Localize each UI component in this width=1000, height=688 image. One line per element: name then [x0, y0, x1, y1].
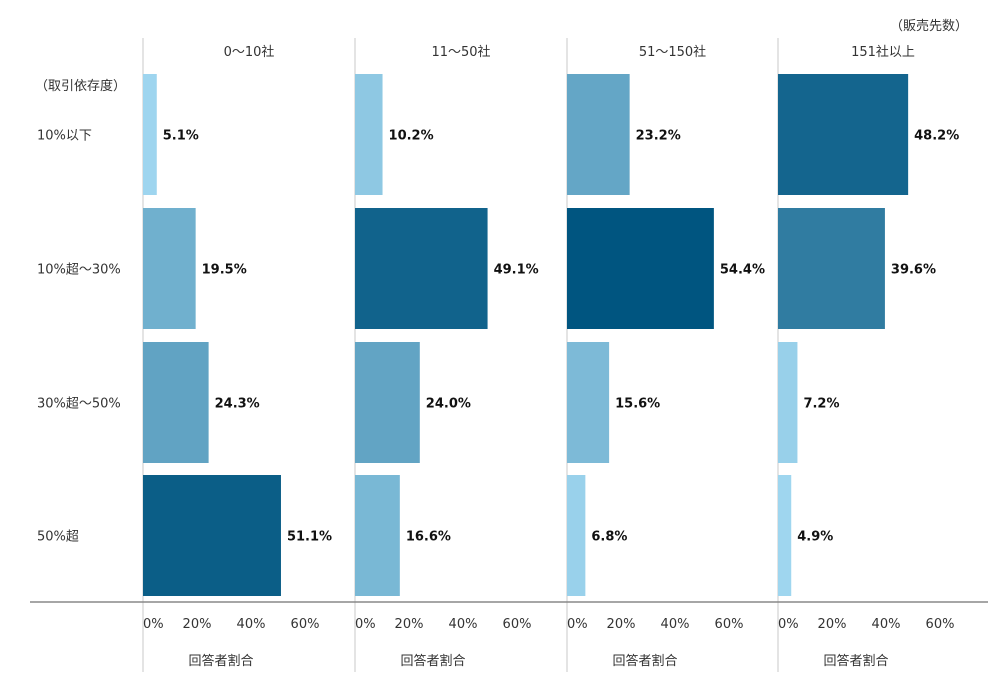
x-tick-2-2: 40%	[661, 617, 690, 632]
value-label-2-0: 23.2%	[636, 129, 681, 144]
category-label-0: 10%以下	[37, 129, 92, 144]
panel-header-1: 11～50社	[431, 44, 490, 60]
bar-panel-2-3	[567, 475, 586, 596]
value-label-2-2: 15.6%	[615, 397, 660, 412]
value-label-0-3: 51.1%	[287, 530, 332, 545]
x-tick-2-3: 60%	[715, 617, 744, 632]
x-axis-label-1: 回答者割合	[400, 653, 465, 669]
y-axis-title: （取引依存度）	[35, 78, 126, 94]
value-label-1-0: 10.2%	[389, 129, 434, 144]
value-label-2-3: 6.8%	[591, 530, 627, 545]
value-label-2-1: 54.4%	[720, 263, 765, 278]
x-axis-label-3: 回答者割合	[823, 653, 888, 669]
panel-header-0: 0～10社	[224, 44, 275, 60]
value-label-0-0: 5.1%	[163, 129, 199, 144]
panel-header-3: 151社以上	[851, 44, 915, 60]
bar-panel-3-3	[778, 475, 792, 596]
x-tick-0-3: 60%	[291, 617, 320, 632]
x-tick-3-3: 60%	[926, 617, 955, 632]
bar-panel-3-1	[778, 208, 885, 329]
x-tick-3-0: 0%	[778, 617, 799, 632]
x-tick-3-2: 40%	[872, 617, 901, 632]
bar-panel-3-2	[778, 342, 798, 463]
value-label-1-3: 16.6%	[406, 530, 451, 545]
bar-panel-1-3	[355, 475, 400, 596]
x-tick-1-2: 40%	[449, 617, 478, 632]
bar-panel-2-2	[567, 342, 610, 463]
value-label-3-0: 48.2%	[914, 129, 959, 144]
x-tick-1-3: 60%	[503, 617, 532, 632]
x-tick-0-0: 0%	[143, 617, 164, 632]
bar-panel-0-3	[143, 475, 281, 596]
bar-panel-1-0	[355, 74, 383, 195]
bar-panel-1-1	[355, 208, 488, 329]
category-label-3: 50%超	[37, 530, 79, 545]
x-tick-2-0: 0%	[567, 617, 588, 632]
value-label-3-2: 7.2%	[803, 397, 839, 412]
value-label-0-2: 24.3%	[215, 397, 260, 412]
bar-panel-0-0	[143, 74, 157, 195]
x-tick-0-1: 20%	[183, 617, 212, 632]
bar-panel-2-0	[567, 74, 630, 195]
bar-panel-2-1	[567, 208, 714, 329]
category-label-1: 10%超～30%	[37, 263, 121, 278]
panel-header-2: 51～150社	[639, 44, 706, 60]
x-axis-label-2: 回答者割合	[612, 653, 677, 669]
bar-panel-1-2	[355, 342, 420, 463]
x-tick-3-1: 20%	[818, 617, 847, 632]
value-label-3-1: 39.6%	[891, 263, 936, 278]
bar-panel-0-2	[143, 342, 209, 463]
value-label-1-1: 49.1%	[494, 263, 539, 278]
value-label-1-2: 24.0%	[426, 397, 471, 412]
x-tick-0-2: 40%	[237, 617, 266, 632]
x-tick-1-1: 20%	[395, 617, 424, 632]
bar-panel-0-1	[143, 208, 196, 329]
bar-panel-3-0	[778, 74, 909, 195]
category-label-2: 30%超～50%	[37, 397, 121, 412]
unit-note: （販売先数）	[890, 18, 968, 34]
x-tick-1-0: 0%	[355, 617, 376, 632]
value-label-3-3: 4.9%	[797, 530, 833, 545]
value-label-0-1: 19.5%	[202, 263, 247, 278]
x-tick-2-1: 20%	[607, 617, 636, 632]
x-axis-label-0: 回答者割合	[188, 653, 253, 669]
